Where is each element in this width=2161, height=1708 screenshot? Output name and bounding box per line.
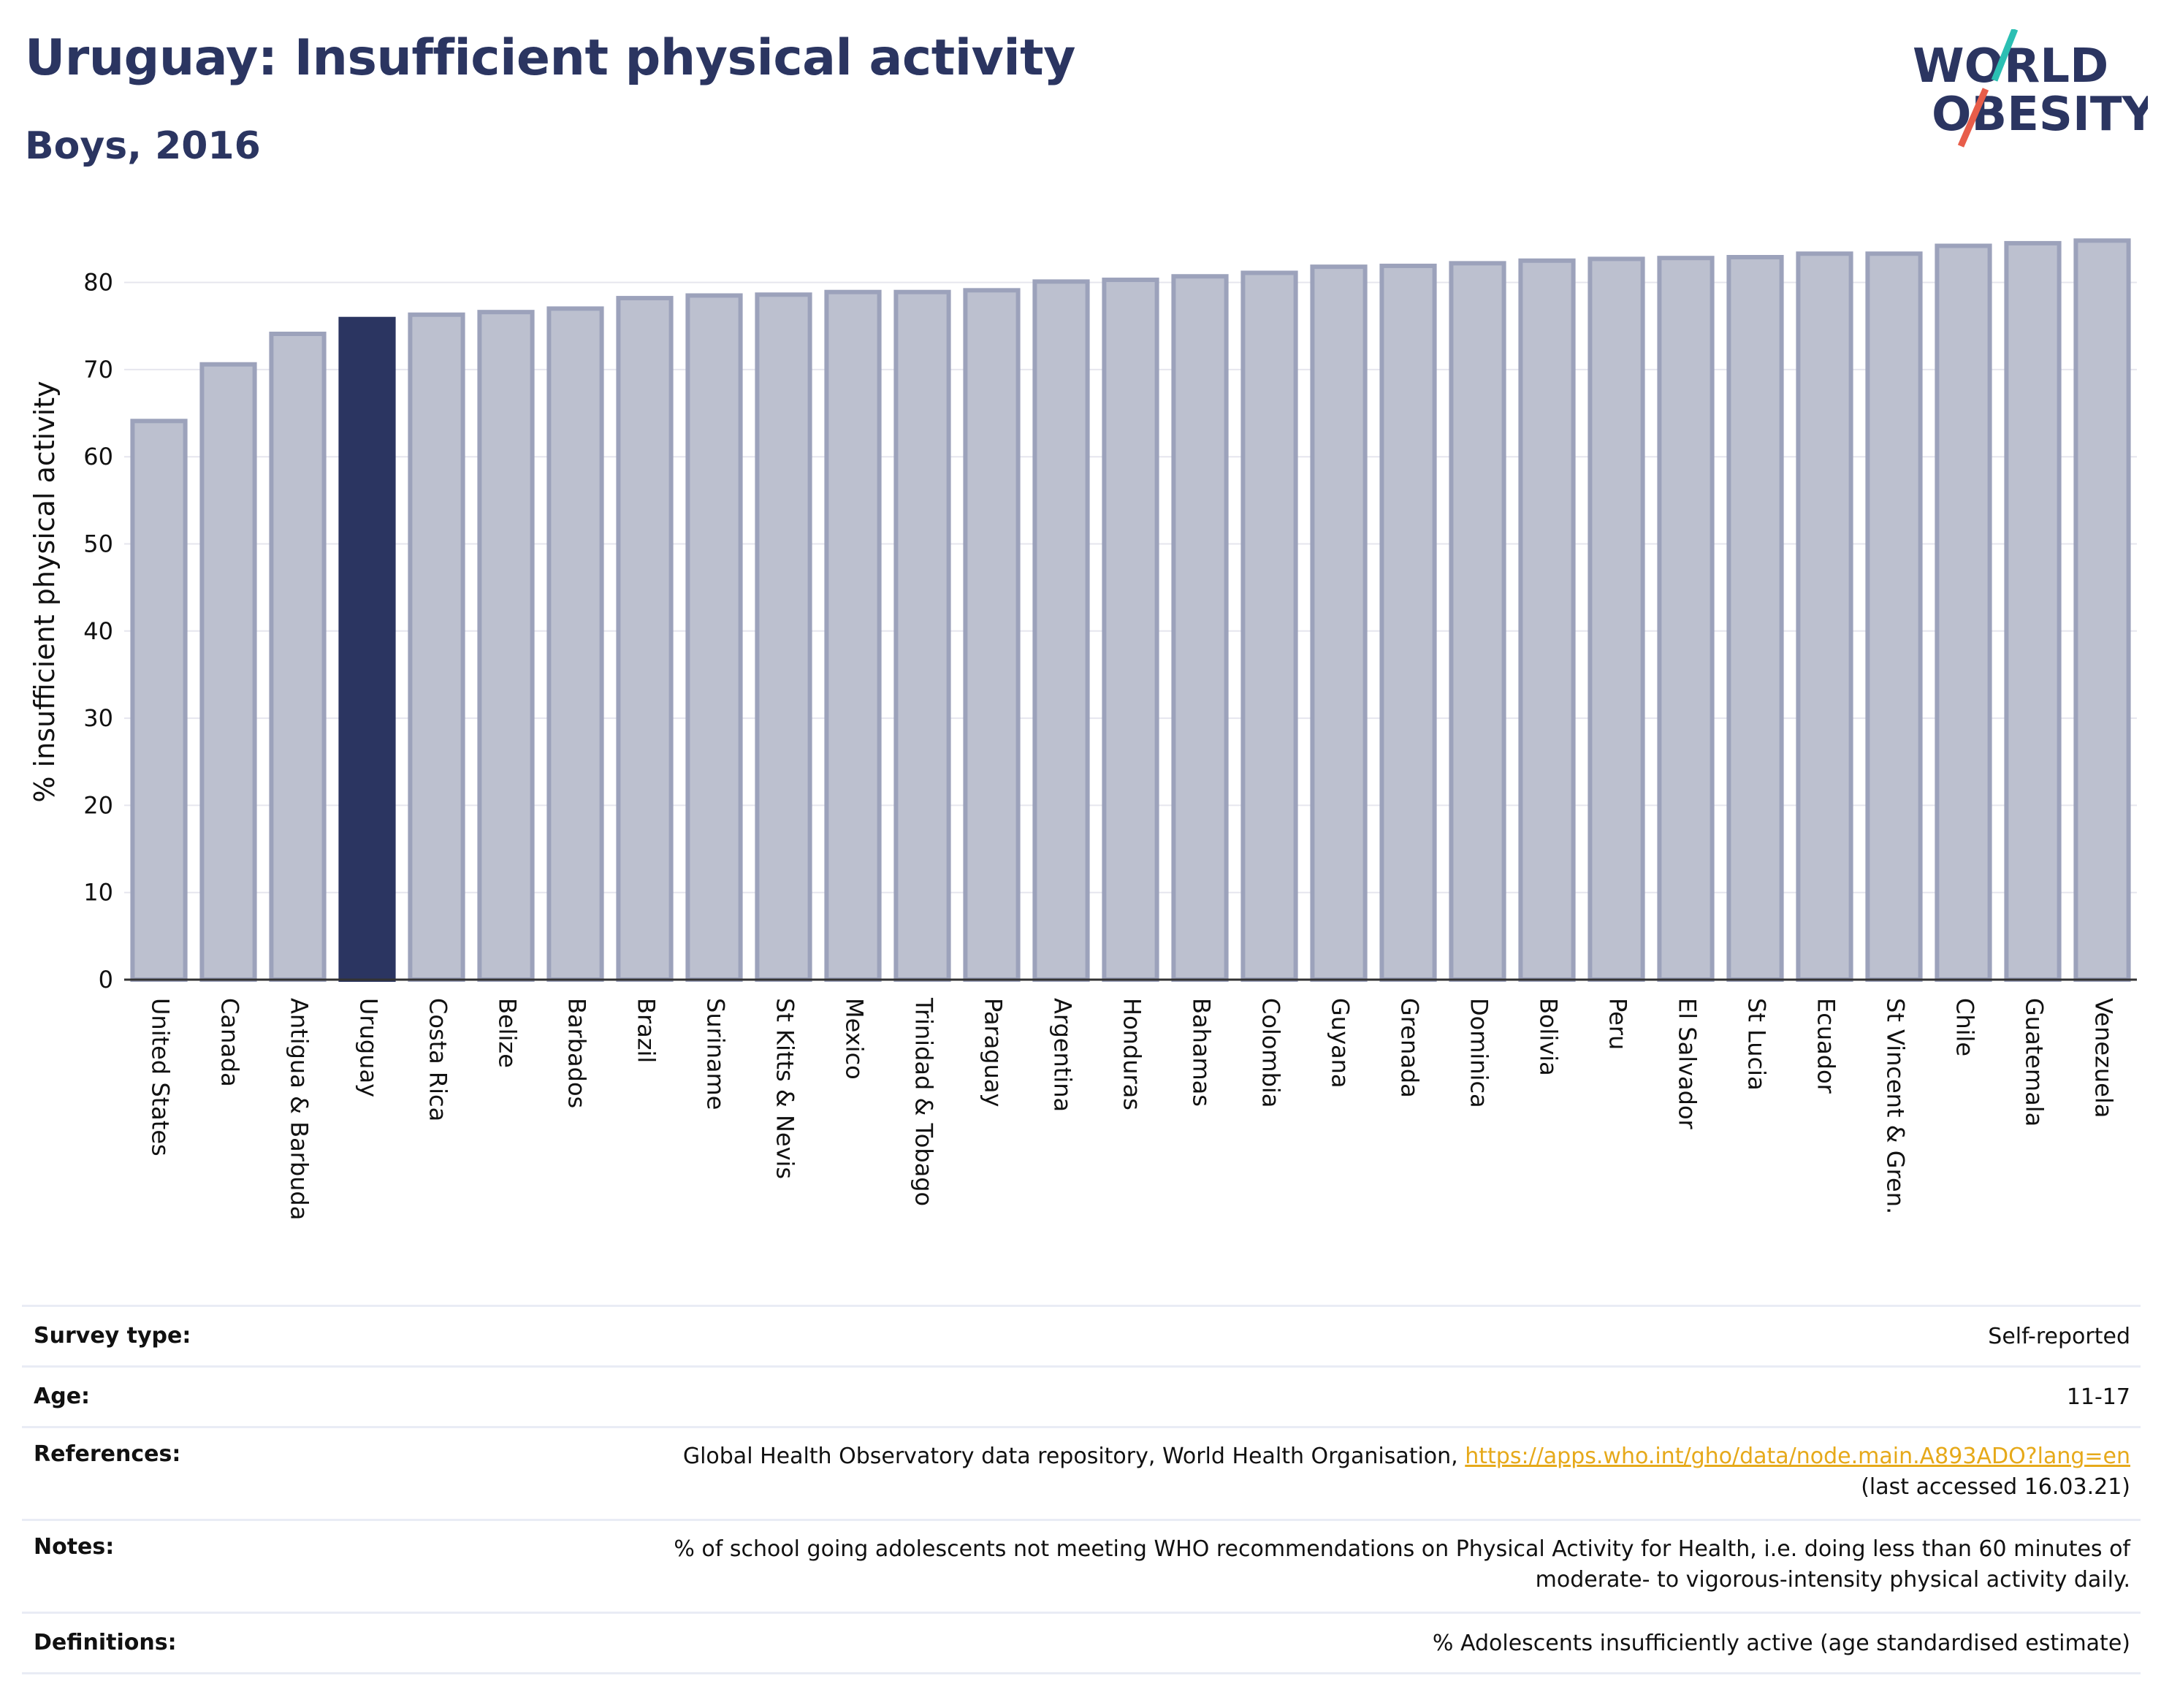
x-tick-label: Bolivia — [1535, 998, 1563, 1076]
y-tick-label: 80 — [83, 269, 113, 297]
bar — [408, 312, 465, 982]
bar — [1796, 251, 1853, 982]
references-text: Global Health Observatory data repositor… — [682, 1444, 1458, 1469]
references-accessed: (last accessed 16.03.21) — [1861, 1474, 2130, 1500]
bar — [963, 288, 1021, 983]
info-table: Survey type: Self-reported Age: 11-17 Re… — [22, 1305, 2141, 1674]
notes-line-2: moderate- to vigorous-intensity physical… — [1535, 1567, 2130, 1593]
bar — [1935, 243, 1992, 982]
info-row-notes: Notes: % of school going adolescents not… — [22, 1519, 2141, 1612]
references-label: References: — [34, 1441, 181, 1467]
bar — [1588, 256, 1645, 983]
bars — [130, 238, 2131, 983]
logo-slash-teal — [1991, 29, 2019, 82]
y-tick-label: 10 — [83, 879, 113, 907]
bar — [616, 296, 674, 983]
bar — [1240, 270, 1298, 982]
x-tick-label: Canada — [216, 998, 244, 1087]
bar — [893, 289, 951, 982]
info-row-survey-type: Survey type: Self-reported — [22, 1305, 2141, 1365]
bar — [1379, 263, 1437, 983]
x-tick-label: Barbados — [563, 998, 591, 1108]
y-tick-label: 30 — [83, 704, 113, 732]
x-tick-label: St Vincent & Gren. — [1882, 998, 1910, 1214]
bar-highlight — [338, 316, 396, 982]
bar — [1518, 258, 1576, 982]
y-tick-label: 20 — [83, 791, 113, 819]
definitions-value: % Adolescents insufficiently active (age… — [1432, 1631, 2130, 1656]
y-tick-label: 50 — [83, 530, 113, 558]
x-tick-label: Chile — [1951, 998, 1979, 1056]
survey-type-label: Survey type: — [34, 1323, 191, 1349]
bar-chart: 0 10 20 30 40 50 60 70 80 United States Canada Ant… — [28, 238, 2137, 1220]
x-tick-label: Costa Rica — [424, 998, 452, 1121]
x-tick-label: Ecuador — [1813, 998, 1840, 1094]
x-tick-label: St Kitts & Nevis — [771, 998, 799, 1179]
bar — [755, 292, 812, 982]
x-tick-label: Brazil — [633, 998, 660, 1063]
bar — [1032, 279, 1090, 983]
bar — [824, 289, 882, 982]
x-tick-label: Argentina — [1049, 998, 1077, 1112]
bar — [1726, 255, 1784, 982]
x-tick-label: Bahamas — [1188, 998, 1216, 1107]
bar — [1102, 278, 1159, 982]
x-tick-label: United States — [147, 998, 175, 1156]
x-axis-ticks: United States Canada Antigua & Barbuda Urug… — [147, 997, 2118, 1220]
x-tick-label: Trinidad & Tobago — [910, 997, 938, 1206]
references-link[interactable]: https://apps.who.int/gho/data/node.main.… — [1465, 1444, 2130, 1469]
chart-title: Uruguay: Insufficient physical activity — [25, 29, 1075, 87]
age-value: 11-17 — [2066, 1384, 2130, 1410]
info-row-definitions: Definitions: % Adolescents insufficientl… — [22, 1612, 2141, 1674]
world-obesity-logo: WORLD OBESITY — [1913, 29, 2148, 148]
x-tick-label: Venezuela — [2090, 998, 2118, 1118]
x-tick-label: Guyana — [1327, 998, 1354, 1089]
x-tick-label: Belize — [494, 998, 522, 1068]
x-tick-label: Honduras — [1118, 998, 1146, 1110]
notes-label: Notes: — [34, 1534, 115, 1560]
bar — [1449, 261, 1506, 982]
bar — [477, 310, 535, 982]
x-tick-label: Paraguay — [980, 998, 1007, 1107]
x-tick-label: Mexico — [841, 998, 869, 1080]
y-tick-label: 60 — [83, 443, 113, 470]
bar — [2004, 240, 2062, 983]
y-axis-ticks: 0 10 20 30 40 50 60 70 80 — [83, 269, 113, 994]
bar — [199, 362, 257, 982]
bar — [1865, 251, 1923, 982]
notes-line-1: % of school going adolescents not meetin… — [674, 1536, 2130, 1562]
notes-value: % of school going adolescents not meetin… — [441, 1521, 2130, 1595]
x-tick-label: Guatemala — [2021, 998, 2048, 1126]
bar — [1310, 264, 1368, 983]
age-label: Age: — [34, 1384, 91, 1409]
logo-slash-red — [1957, 88, 1989, 148]
definitions-label: Definitions: — [34, 1630, 177, 1655]
x-tick-label: St Lucia — [1743, 998, 1771, 1091]
x-tick-label: Peru — [1604, 998, 1632, 1050]
x-tick-label: El Salvador — [1674, 998, 1701, 1130]
references-value: Global Health Observatory data repositor… — [441, 1428, 2130, 1503]
survey-type-value: Self-reported — [1988, 1324, 2130, 1349]
x-tick-label: Uruguay — [355, 998, 383, 1097]
bar — [2073, 238, 2131, 982]
bar — [685, 293, 743, 982]
y-tick-label: 40 — [83, 617, 113, 645]
bar — [130, 419, 188, 982]
y-axis-label: % insufficient physical activity — [28, 381, 61, 802]
bar — [1657, 256, 1715, 983]
info-row-age: Age: 11-17 — [22, 1365, 2141, 1426]
x-tick-label: Antigua & Barbuda — [286, 998, 313, 1220]
x-tick-label: Suriname — [702, 998, 730, 1110]
x-tick-label: Colombia — [1257, 998, 1285, 1107]
chart-subtitle: Boys, 2016 — [25, 124, 261, 168]
y-tick-label: 70 — [83, 356, 113, 384]
x-tick-label: Grenada — [1396, 998, 1424, 1098]
info-row-references: References: Global Health Observatory da… — [22, 1426, 2141, 1519]
x-tick-label: Dominica — [1466, 998, 1493, 1108]
bar — [546, 306, 604, 982]
bar — [269, 331, 327, 982]
bar — [1171, 274, 1229, 982]
y-tick-label: 0 — [99, 966, 113, 994]
